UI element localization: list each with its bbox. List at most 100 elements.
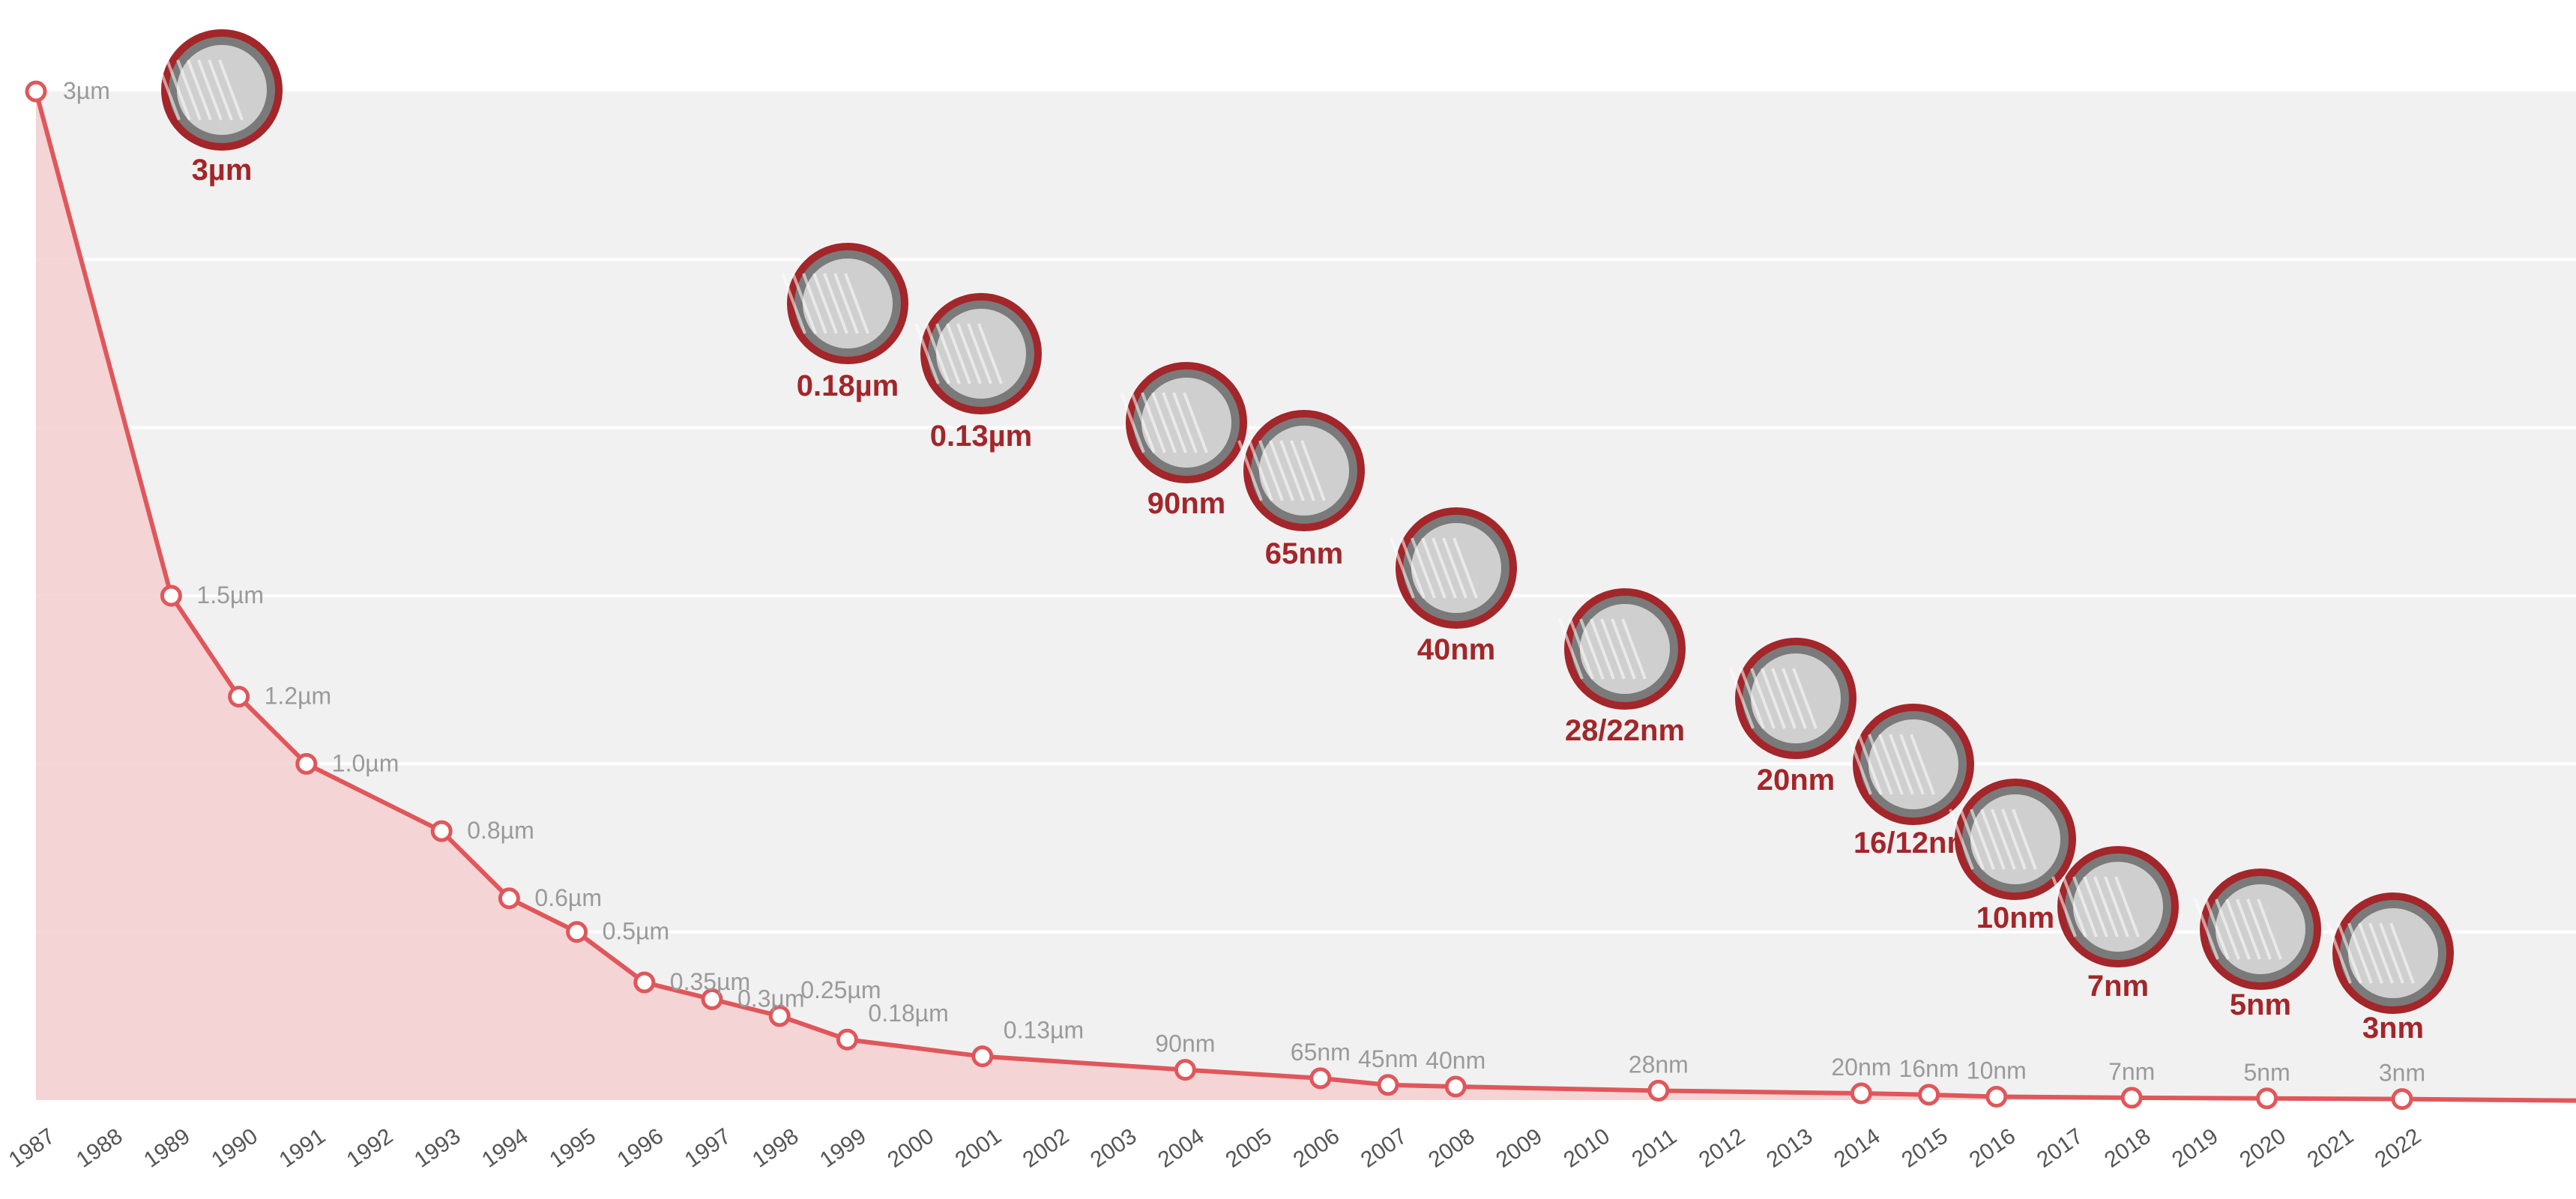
data-point-2016 (1985, 1086, 2008, 1108)
micrograph-hatch (2204, 899, 2230, 960)
x-tick-1999: 1999 (815, 1124, 871, 1173)
micrograph-hatch (1600, 618, 1626, 680)
data-label-1987: 3µm (63, 77, 110, 104)
x-tick-2006: 2006 (1289, 1124, 1345, 1173)
node-badge-12: 5nm (2194, 869, 2321, 1021)
x-tick-1993: 1993 (410, 1124, 465, 1173)
x-axis: 1987 1988 1989 1990 1991 1992 1993 1994 1995 1996… (4, 1124, 2426, 1173)
micrograph-hatch (208, 59, 233, 121)
x-tick-1991: 1991 (275, 1124, 331, 1173)
x-tick-2019: 2019 (2168, 1124, 2223, 1173)
data-point-1991 (295, 752, 318, 775)
data-point-2004 (1174, 1059, 1196, 1081)
value-labels: 3µm1.5µm1.2µm1.0µm0.8µm0.6µm0.5µm0.35µm0… (63, 77, 2425, 1087)
micrograph-hatch (946, 323, 971, 384)
node-badge-11: 7nm (2051, 846, 2179, 1003)
data-label-1993: 0.8µm (467, 817, 534, 844)
data-label-2014: 20nm (1831, 1054, 1891, 1081)
node-label-12: 5nm (2230, 988, 2291, 1021)
x-tick-2018: 2018 (2100, 1124, 2156, 1173)
micrograph-hatch (977, 323, 1003, 384)
data-point-2018 (2120, 1087, 2143, 1109)
data-point-1987 (25, 80, 47, 103)
data-label-1991: 1.0µm (332, 749, 399, 776)
micrograph-hatch (218, 59, 244, 121)
x-tick-2021: 2021 (2303, 1124, 2359, 1173)
x-tick-2015: 2015 (1897, 1124, 1952, 1173)
micrograph-hatch (2062, 876, 2087, 937)
micrograph-hatch (1782, 668, 1807, 729)
data-label-2008: 40nm (1426, 1047, 1485, 1074)
micrograph-hatch (1569, 618, 1594, 680)
x-tick-1987: 1987 (4, 1124, 60, 1173)
micrograph-hatch (187, 59, 212, 121)
data-label-2022: 3nm (2379, 1060, 2425, 1087)
micrograph-hatch (1237, 440, 1263, 501)
micrograph-hatch (1141, 392, 1166, 453)
micrograph-hatch (155, 59, 181, 121)
micrograph-hatch (1151, 392, 1177, 453)
data-label-2004: 90nm (1155, 1030, 1215, 1057)
micrograph-hatch (2379, 922, 2404, 984)
x-tick-2011: 2011 (1627, 1124, 1681, 1172)
micrograph-hatch (802, 273, 827, 334)
node-badges: 3µm 0.18µm 0.13µm 90nm 65nm 40nm 28/22nm 20nm 16… (155, 29, 2454, 1045)
micrograph-hatch (956, 323, 982, 384)
data-label-1990: 1.2µm (265, 683, 332, 710)
node-badge-3: 0.13µm (914, 293, 1042, 453)
micrograph-hatch (1269, 440, 1294, 501)
node-label-11: 7nm (2087, 970, 2149, 1003)
micrograph-hatch (2215, 899, 2240, 960)
series-line (34, 91, 2576, 1103)
micrograph-hatch (925, 323, 950, 384)
points-layer (25, 80, 2413, 1111)
micrograph-hatch (2337, 922, 2362, 984)
micrograph-hatch (1889, 734, 1914, 795)
micrograph-hatch (791, 273, 817, 334)
x-tick-1996: 1996 (613, 1124, 669, 1173)
micrograph-hatch (1279, 440, 1305, 501)
micrograph-hatch (1771, 668, 1797, 729)
node-label-5: 65nm (1265, 537, 1344, 570)
micrograph-hatch (166, 59, 191, 121)
data-label-2018: 7nm (2108, 1058, 2155, 1085)
node-label-6: 40nm (1417, 633, 1496, 666)
micrograph-hatch (1761, 668, 1786, 729)
x-tick-2013: 2013 (1762, 1124, 1818, 1173)
micrograph-hatch (2072, 876, 2098, 937)
node-badge-10: 10nm (1949, 779, 2076, 934)
node-badge-6: 40nm (1390, 507, 1517, 666)
data-label-1999: 0.18µm (868, 1000, 948, 1027)
node-badge-8: 20nm (1729, 638, 1856, 797)
micrograph-hatch (2051, 876, 2077, 937)
micrograph-hatch (1442, 537, 1468, 599)
node-label-7: 28/22nm (1565, 714, 1685, 747)
micrograph-hatch (2104, 876, 2129, 937)
micrograph-hatch (1453, 537, 1478, 599)
data-label-2020: 5nm (2243, 1059, 2290, 1086)
micrograph-hatch (1970, 809, 1995, 870)
line-layer (34, 91, 2576, 1103)
micrograph-hatch (1183, 392, 1208, 453)
x-tick-1989: 1989 (139, 1124, 195, 1173)
micrograph-hatch (176, 59, 202, 121)
micrograph-hatch (823, 273, 848, 334)
data-point-2022 (2391, 1088, 2413, 1111)
micrograph-hatch (1558, 618, 1584, 680)
data-point-2007 (1377, 1074, 1399, 1096)
node-badge-7: 28/22nm (1558, 588, 1686, 747)
micrograph-hatch (1300, 440, 1326, 501)
micrograph-hatch (1172, 392, 1198, 453)
series-area (36, 91, 2576, 1101)
x-tick-1998: 1998 (748, 1124, 803, 1173)
x-tick-1988: 1988 (72, 1124, 127, 1173)
x-tick-2008: 2008 (1424, 1124, 1479, 1173)
data-label-2006: 65nm (1291, 1039, 1351, 1066)
micrograph-hatch (812, 273, 838, 334)
micrograph-hatch (1750, 668, 1776, 729)
node-badge-13: 3nm (2326, 893, 2454, 1045)
x-tick-1992: 1992 (343, 1124, 398, 1173)
micrograph-hatch (1868, 734, 1893, 795)
data-point-1998 (768, 1005, 791, 1027)
